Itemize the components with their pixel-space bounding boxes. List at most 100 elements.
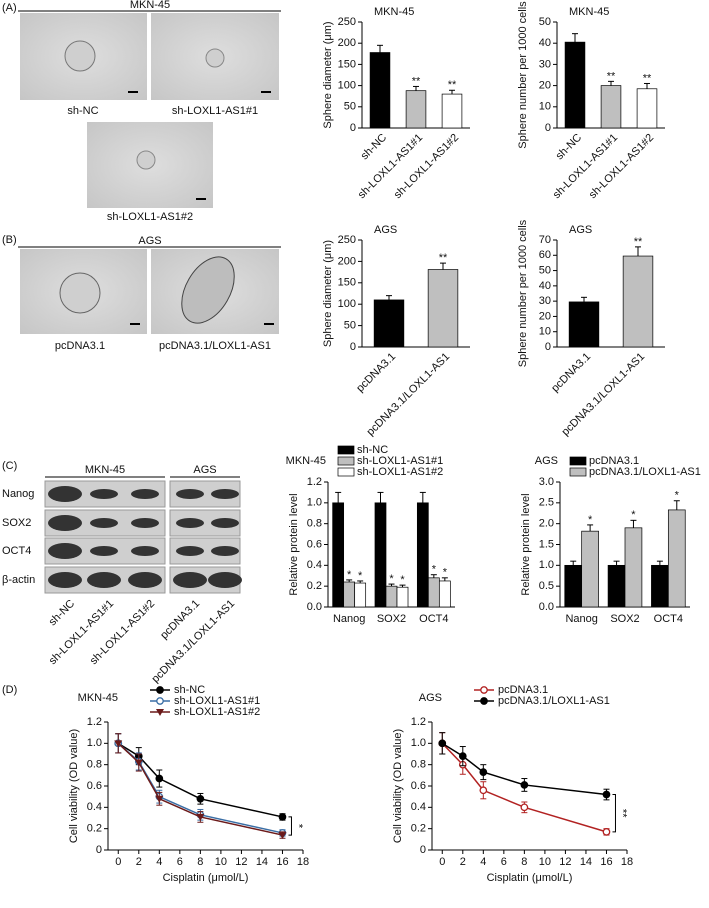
significance: ** [439,252,448,264]
x-tick-label: sh-NC [554,132,585,163]
y-tick-label: 50 [344,320,356,332]
bar [438,580,451,608]
y-tick-label: 0.6 [411,780,426,792]
blot-band [131,546,159,556]
blot-row-label: OCT4 [2,545,31,557]
x-tick-label: 8 [521,856,527,868]
blot-band [128,572,162,588]
marker [196,813,205,821]
legend-label: sh-LOXL1-AS1#1 [174,695,260,707]
marker [438,739,447,748]
y-tick-label: 0.6 [87,780,102,792]
legend-marker [156,697,164,705]
legend-label: sh-LOXL1-AS1#2 [174,706,260,718]
x-tick-label: 10 [215,856,227,868]
y-tick-label: 0 [545,122,551,134]
significance: * [432,564,437,576]
bar [416,502,429,608]
y-tick-label: 1.2 [411,716,426,728]
y-tick-label: 2.0 [539,518,554,530]
y-tick-label: 0.0 [307,601,322,613]
y-tick-label: 0.2 [87,823,102,835]
marker [602,828,611,836]
significance: ** [607,70,616,82]
y-tick-label: 60 [539,249,551,261]
blot-band [48,543,82,559]
x-tick-label: 0 [439,856,445,868]
blot-group: AGS [193,464,216,476]
image-caption: pcDNA3.1/LOXL1-AS1 [159,340,271,352]
y-tick-label: 40 [539,37,551,49]
marker [479,786,488,795]
y-tick-label: 0.8 [87,759,102,771]
sphere [64,40,96,72]
legend-label: pcDNA3.1/LOXL1-AS1 [589,466,701,478]
bar [624,527,643,608]
legend-label: pcDNA3.1/LOXL1-AS1 [498,695,610,707]
chart-title: MKN-45 [78,692,118,704]
y-tick-label: 50 [344,101,356,113]
y-tick-label: 0.4 [87,801,102,813]
x-tick-label: 16 [600,856,612,868]
bar [600,85,622,129]
marker [114,740,123,748]
marker [520,781,529,789]
x-tick-label: SOX2 [377,613,406,625]
x-tick-label: Nanog [565,613,597,625]
blot-row-label: β-actin [2,574,35,586]
chart-title: MKN-45 [374,6,414,18]
bar [385,585,398,608]
significance: * [347,569,352,581]
blot-band [211,518,239,528]
y-tick-label: 0.8 [411,759,426,771]
legend-label: sh-LOXL1-AS1#1 [357,455,443,467]
bar [564,41,586,129]
sphere [181,256,235,324]
y-tick-label: 1.0 [87,737,102,749]
y-tick-label: 0 [350,341,356,353]
bar [373,299,405,348]
x-tick-label: 10 [539,856,551,868]
blot-band [48,515,82,531]
x-tick-label: 14 [256,856,268,868]
y-tick-label: 1.0 [307,497,322,509]
significance: * [675,490,680,502]
blot-band [90,489,118,499]
y-tick-label: 70 [539,234,551,246]
legend-marker [156,709,164,716]
image-caption: pcDNA3.1 [55,340,105,352]
y-axis-label: Cell viability (OD value) [68,729,80,843]
marker [134,759,143,767]
y-tick-label: 150 [338,58,356,70]
y-tick-label: 0.4 [411,801,426,813]
legend-label: pcDNA3.1 [498,684,548,696]
bar [636,88,658,129]
bar [581,530,599,608]
y-tick-label: 2.5 [539,497,554,509]
bar [369,52,391,129]
x-tick-label: sh-NC [359,132,390,163]
x-tick-label: sh-LOXL1-AS1#1 [356,132,425,201]
bar [374,502,387,608]
blot-band [87,572,121,588]
y-tick-label: 0.2 [307,580,322,592]
y-tick-label: 250 [338,234,356,246]
panel-label: (A) [2,2,17,14]
y-axis-label: Relative protein level [520,493,532,595]
significance-bracket [288,816,292,836]
bar [607,564,626,608]
image-caption: sh-LOXL1-AS1#1 [172,105,258,117]
y-tick-label: 0.5 [539,580,554,592]
bar [564,564,583,608]
x-tick-label: 4 [480,856,486,868]
y-axis-label: Sphere diameter (μm) [322,21,334,128]
y-tick-label: 0 [96,844,102,856]
y-tick-label: 10 [539,101,551,113]
significance: ** [448,79,457,91]
x-tick-label: 18 [621,856,633,868]
image-caption: sh-NC [67,105,98,117]
image-header: AGS [138,235,161,247]
bar [354,582,367,608]
marker [278,813,287,821]
